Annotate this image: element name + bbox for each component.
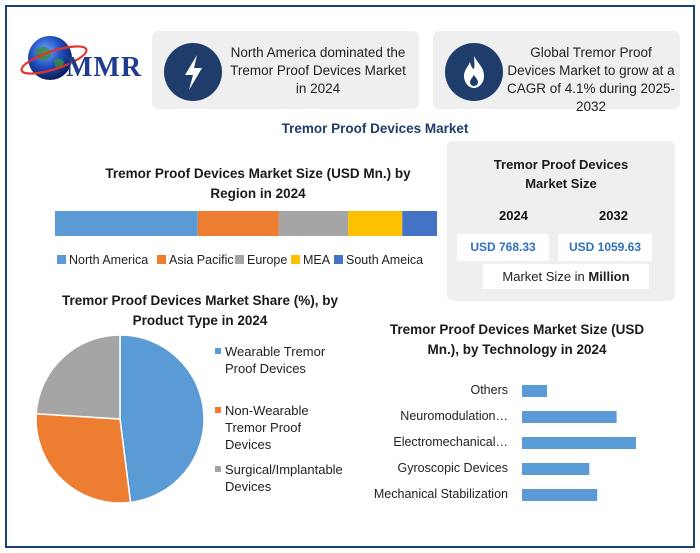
value-2032: USD 1059.63: [558, 234, 652, 261]
technology-category-label: Electromechanical…: [393, 435, 508, 449]
product-chart-title: Tremor Proof Devices Market Share (%), b…: [61, 293, 339, 328]
pie-slice-3: [35, 334, 121, 420]
legend-europe: Europe: [235, 253, 287, 267]
technology-category-label: Gyroscopic Devices: [397, 461, 508, 475]
pie-legend-wearable: Wearable Tremor Proof Devices: [215, 343, 345, 377]
market-size-unit: Market Size in Million: [483, 264, 649, 289]
region-bar-segment-mea: [348, 211, 403, 236]
year-2032-label: 2032: [599, 208, 628, 223]
technology-bar-chart: [522, 385, 636, 501]
technology-category-label: Others: [470, 383, 508, 397]
legend-label: South Ameica: [346, 253, 424, 267]
legend-label: North America: [69, 253, 149, 267]
technology-bar-2: [522, 411, 617, 423]
legend-label: Wearable Tremor Proof Devices: [225, 344, 326, 376]
legend-label: Asia Pacific: [169, 253, 234, 267]
market-size-card: Tremor Proof Devices Market Size 2024 20…: [447, 141, 675, 301]
insight-text-cagr: Global Tremor Proof Devices Market to gr…: [506, 45, 676, 114]
legend-mea: MEA: [291, 253, 330, 267]
market-size-title: Tremor Proof Devices Market Size: [493, 157, 629, 191]
region-chart-title: Tremor Proof Devices Market Size (USD Mn…: [105, 166, 411, 201]
legend-north-america: North America: [57, 253, 148, 267]
mmr-globe-logo: [20, 36, 88, 80]
lightning-icon: [164, 43, 222, 101]
legend-swatch: [157, 255, 166, 264]
legend-swatch: [334, 255, 343, 264]
insight-text-north-america: North America dominated the Tremor Proof…: [230, 45, 406, 96]
infographic-frame: [5, 5, 695, 548]
technology-chart-title: Tremor Proof Devices Market Size (USD Mn…: [389, 322, 645, 357]
year-2024-label: 2024: [499, 208, 528, 223]
technology-category-label: Neuromodulation…: [400, 409, 508, 423]
technology-bar-5: [522, 489, 598, 501]
legend-swatch: [291, 255, 300, 264]
technology-bar-3: [522, 437, 636, 449]
brand-name: MMR: [66, 52, 143, 83]
unit-bold: Million: [588, 269, 630, 284]
region-bar-segment-asia-pacific: [197, 211, 279, 236]
legend-swatch: [235, 255, 244, 264]
legend-label: Europe: [247, 253, 288, 267]
product-pie-chart: [35, 334, 205, 504]
legend-swatch: [215, 348, 221, 354]
technology-bar-4: [522, 463, 590, 475]
pie-legend-non-wearable: Non-Wearable Tremor Proof Devices: [215, 402, 335, 453]
legend-south-america: South Ameica: [334, 253, 423, 267]
flame-icon: [445, 43, 503, 101]
insight-card-north-america: North America dominated the Tremor Proof…: [152, 31, 419, 109]
legend-swatch: [57, 255, 66, 264]
region-bar-segment-europe: [278, 211, 349, 236]
region-stacked-bar-chart: [55, 211, 437, 236]
value-2024: USD 768.33: [457, 234, 549, 261]
main-title: Tremor Proof Devices Market: [281, 121, 469, 136]
pie-slice-2: [35, 412, 132, 504]
legend-label: Non-Wearable Tremor Proof Devices: [225, 403, 309, 452]
legend-swatch: [215, 407, 221, 413]
unit-prefix: Market Size in: [502, 269, 589, 284]
region-bar-segment-south-ameica: [402, 211, 437, 236]
technology-category-label: Mechanical Stabilization: [373, 487, 508, 501]
legend-swatch: [215, 466, 221, 472]
legend-label: MEA: [303, 253, 331, 267]
pie-slice-1: [119, 334, 205, 504]
technology-bar-1: [522, 385, 548, 397]
legend-asia-pacific: Asia Pacific: [157, 253, 234, 267]
pie-legend-surgical: Surgical/Implantable Devices: [215, 461, 360, 495]
insight-card-cagr: Global Tremor Proof Devices Market to gr…: [433, 31, 680, 114]
legend-label: Surgical/Implantable Devices: [225, 462, 343, 494]
region-bar-segment-north-america: [55, 211, 198, 236]
